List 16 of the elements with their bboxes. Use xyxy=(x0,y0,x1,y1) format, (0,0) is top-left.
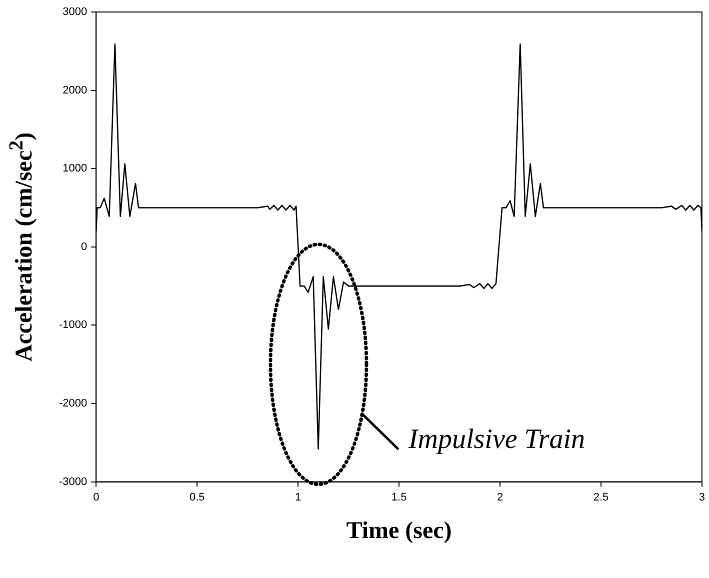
x-tick-label: 0.5 xyxy=(189,491,205,504)
y-tick-label: -2000 xyxy=(58,398,88,410)
y-tick-label: -1000 xyxy=(58,319,88,332)
x-tick-label: 1 xyxy=(295,491,302,504)
x-tick-label: 0 xyxy=(93,491,100,504)
y-tick-label: 0 xyxy=(81,240,88,253)
x-tick-label: 1.5 xyxy=(391,491,407,504)
x-tick-label: 3 xyxy=(698,491,706,504)
y-tick-label: -3000 xyxy=(58,476,88,488)
x-axis-title: Time (sec) xyxy=(346,518,452,545)
y-tick-label: 3000 xyxy=(62,6,88,18)
y-tick-label: 2000 xyxy=(62,84,88,96)
y-tick-label: 1000 xyxy=(62,162,88,175)
annotation: Impulsive Train xyxy=(408,424,586,456)
x-tick-label: 2 xyxy=(496,491,504,504)
x-tick-label: 2.5 xyxy=(593,491,609,504)
